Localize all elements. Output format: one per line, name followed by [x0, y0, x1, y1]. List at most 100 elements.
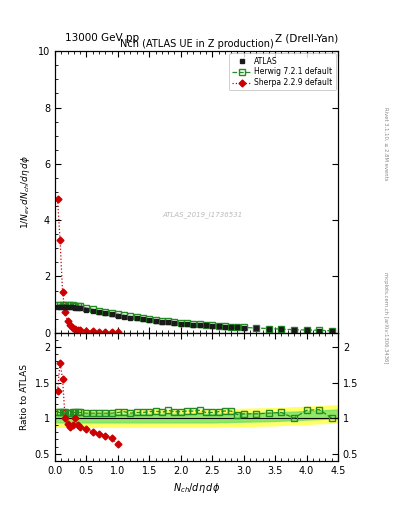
- Line: Sherpa 2.2.9 default: Sherpa 2.2.9 default: [55, 197, 120, 335]
- Herwig 7.2.1 default: [60, 302, 65, 308]
- Herwig 7.2.1 default: [241, 325, 246, 331]
- Herwig 7.2.1 default: [73, 303, 77, 309]
- ATLAS: [279, 326, 284, 332]
- Sherpa 2.2.9 default: [60, 289, 65, 295]
- ATLAS: [292, 327, 296, 333]
- Herwig 7.2.1 default: [90, 306, 95, 312]
- ATLAS: [172, 320, 177, 326]
- Herwig 7.2.1 default: [191, 321, 196, 327]
- Herwig 7.2.1 default: [65, 302, 70, 308]
- Herwig 7.2.1 default: [128, 313, 133, 319]
- ATLAS: [166, 319, 171, 326]
- Herwig 7.2.1 default: [134, 314, 139, 321]
- Herwig 7.2.1 default: [185, 320, 189, 326]
- ATLAS: [160, 318, 164, 325]
- Herwig 7.2.1 default: [266, 326, 271, 332]
- Herwig 7.2.1 default: [147, 316, 152, 322]
- Herwig 7.2.1 default: [166, 318, 171, 324]
- ATLAS: [103, 310, 108, 316]
- Line: ATLAS: ATLAS: [55, 305, 334, 333]
- Herwig 7.2.1 default: [279, 326, 284, 332]
- ATLAS: [191, 322, 196, 328]
- ATLAS: [241, 325, 246, 331]
- ATLAS: [65, 304, 70, 310]
- Sherpa 2.2.9 default: [65, 318, 70, 324]
- ATLAS: [109, 311, 114, 317]
- ATLAS: [304, 327, 309, 333]
- Sherpa 2.2.9 default: [70, 325, 75, 331]
- Sherpa 2.2.9 default: [109, 329, 114, 335]
- ATLAS: [153, 318, 158, 324]
- ATLAS: [84, 307, 89, 313]
- ATLAS: [254, 325, 259, 331]
- ATLAS: [222, 324, 227, 330]
- Herwig 7.2.1 default: [78, 303, 83, 309]
- Sherpa 2.2.9 default: [63, 309, 68, 315]
- Text: mcplots.cern.ch [arXiv:1306.3436]: mcplots.cern.ch [arXiv:1306.3436]: [384, 272, 388, 363]
- Herwig 7.2.1 default: [235, 324, 240, 330]
- Y-axis label: Ratio to ATLAS: Ratio to ATLAS: [20, 364, 29, 430]
- Line: Herwig 7.2.1 default: Herwig 7.2.1 default: [55, 302, 334, 334]
- ATLAS: [147, 317, 152, 323]
- Herwig 7.2.1 default: [292, 327, 296, 333]
- Herwig 7.2.1 default: [122, 312, 127, 318]
- Title: Nch (ATLAS UE in Z production): Nch (ATLAS UE in Z production): [119, 39, 274, 49]
- ATLAS: [63, 304, 68, 310]
- Sherpa 2.2.9 default: [75, 327, 80, 333]
- Herwig 7.2.1 default: [63, 302, 68, 308]
- ATLAS: [73, 305, 77, 311]
- Sherpa 2.2.9 default: [97, 329, 101, 335]
- ATLAS: [178, 321, 183, 327]
- ATLAS: [204, 323, 208, 329]
- Legend: ATLAS, Herwig 7.2.1 default, Sherpa 2.2.9 default: ATLAS, Herwig 7.2.1 default, Sherpa 2.2.…: [229, 53, 336, 91]
- Sherpa 2.2.9 default: [116, 329, 120, 335]
- ATLAS: [134, 315, 139, 322]
- Herwig 7.2.1 default: [103, 309, 108, 315]
- ATLAS: [185, 321, 189, 327]
- Sherpa 2.2.9 default: [58, 237, 62, 243]
- Herwig 7.2.1 default: [68, 302, 72, 308]
- Herwig 7.2.1 default: [55, 303, 60, 309]
- Herwig 7.2.1 default: [109, 310, 114, 316]
- Text: Z (Drell-Yan): Z (Drell-Yan): [275, 33, 338, 44]
- Text: ATLAS_2019_I1736531: ATLAS_2019_I1736531: [162, 211, 242, 218]
- ATLAS: [60, 304, 65, 310]
- ATLAS: [229, 324, 233, 330]
- Sherpa 2.2.9 default: [73, 326, 77, 332]
- ATLAS: [210, 323, 215, 329]
- Herwig 7.2.1 default: [204, 322, 208, 328]
- ATLAS: [122, 314, 127, 320]
- ATLAS: [266, 326, 271, 332]
- Herwig 7.2.1 default: [197, 322, 202, 328]
- ATLAS: [197, 322, 202, 328]
- Herwig 7.2.1 default: [153, 317, 158, 323]
- Herwig 7.2.1 default: [229, 324, 233, 330]
- Herwig 7.2.1 default: [172, 319, 177, 325]
- Herwig 7.2.1 default: [116, 311, 120, 317]
- ATLAS: [97, 309, 101, 315]
- Herwig 7.2.1 default: [97, 308, 101, 314]
- Herwig 7.2.1 default: [141, 315, 145, 321]
- ATLAS: [55, 304, 60, 310]
- Herwig 7.2.1 default: [75, 303, 80, 309]
- Sherpa 2.2.9 default: [90, 328, 95, 334]
- Text: 13000 GeV pp: 13000 GeV pp: [65, 33, 139, 44]
- Herwig 7.2.1 default: [329, 328, 334, 334]
- X-axis label: $N_{ch}/d\eta\, d\phi$: $N_{ch}/d\eta\, d\phi$: [173, 481, 220, 495]
- Herwig 7.2.1 default: [210, 323, 215, 329]
- ATLAS: [116, 312, 120, 318]
- ATLAS: [90, 308, 95, 314]
- Sherpa 2.2.9 default: [84, 328, 89, 334]
- Herwig 7.2.1 default: [70, 303, 75, 309]
- Herwig 7.2.1 default: [160, 317, 164, 324]
- Herwig 7.2.1 default: [216, 323, 221, 329]
- ATLAS: [70, 304, 75, 310]
- Herwig 7.2.1 default: [317, 327, 321, 333]
- ATLAS: [235, 325, 240, 331]
- Herwig 7.2.1 default: [58, 302, 62, 308]
- Sherpa 2.2.9 default: [78, 327, 83, 333]
- Herwig 7.2.1 default: [222, 323, 227, 329]
- Sherpa 2.2.9 default: [55, 196, 60, 202]
- ATLAS: [216, 323, 221, 329]
- Herwig 7.2.1 default: [304, 327, 309, 333]
